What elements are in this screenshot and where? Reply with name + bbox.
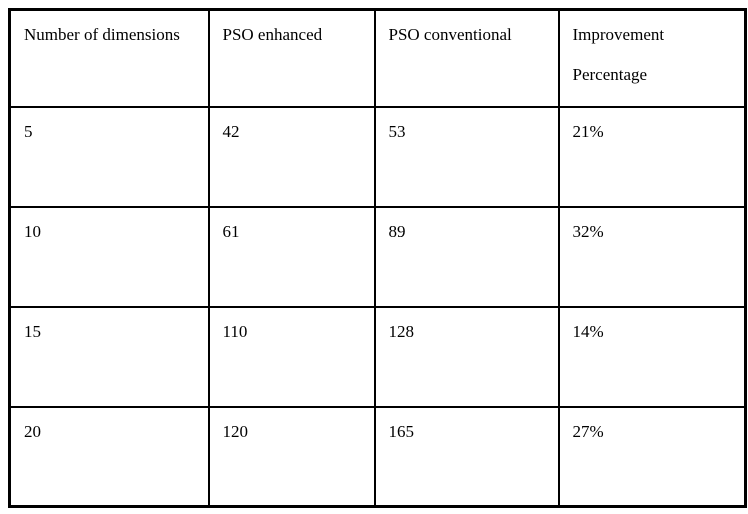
table-cell: 53	[373, 105, 560, 208]
results-table: Number of dimensions PSO enhanced PSO co…	[8, 8, 747, 508]
table-row: 10 61 89 32%	[8, 205, 747, 308]
table-cell: 89	[373, 205, 560, 308]
table-cell: 42	[207, 105, 376, 208]
table-row: 20 120 165 27%	[8, 405, 747, 508]
table-cell: 21%	[557, 105, 747, 208]
table-cell: 165	[373, 405, 560, 508]
header-cell-dimensions: Number of dimensions	[8, 8, 210, 108]
table-cell: 14%	[557, 305, 747, 408]
table-cell: 128	[373, 305, 560, 408]
header-cell-pso-conventional: PSO conventional	[373, 8, 560, 108]
header-cell-improvement: Improvement Percentage	[557, 8, 747, 108]
table-cell: 15	[8, 305, 210, 408]
table-cell: 5	[8, 105, 210, 208]
table-cell: 120	[207, 405, 376, 508]
table-cell: 61	[207, 205, 376, 308]
table-cell: 27%	[557, 405, 747, 508]
table-row: 15 110 128 14%	[8, 305, 747, 408]
header-row: Number of dimensions PSO enhanced PSO co…	[8, 8, 747, 108]
table-cell: 110	[207, 305, 376, 408]
header-cell-pso-enhanced: PSO enhanced	[207, 8, 376, 108]
table-cell: 10	[8, 205, 210, 308]
table-cell: 32%	[557, 205, 747, 308]
table-row: 5 42 53 21%	[8, 105, 747, 208]
table-cell: 20	[8, 405, 210, 508]
